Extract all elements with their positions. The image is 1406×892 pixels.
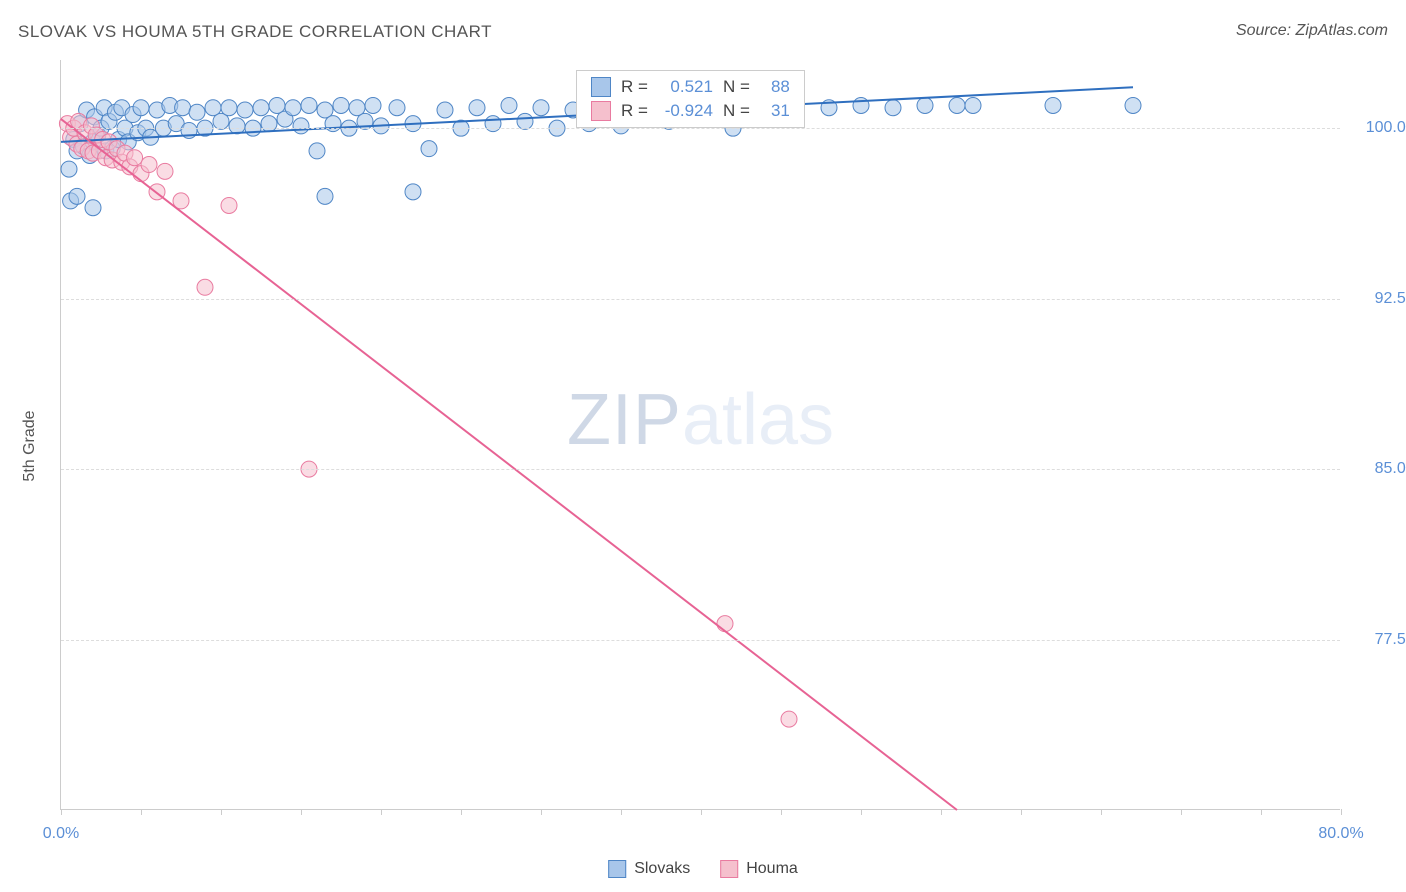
data-point <box>437 102 453 118</box>
x-tick-label: 80.0% <box>1318 825 1363 843</box>
y-tick-label: 85.0% <box>1350 460 1406 478</box>
x-tick <box>141 809 142 815</box>
stat-row: R = 0.521 N = 88 <box>591 77 790 97</box>
x-tick <box>701 809 702 815</box>
data-point <box>229 118 245 134</box>
x-tick <box>461 809 462 815</box>
data-point <box>421 141 437 157</box>
x-tick <box>621 809 622 815</box>
x-tick <box>1261 809 1262 815</box>
stat-r-label: R = <box>621 77 648 97</box>
data-point <box>309 143 325 159</box>
stat-row: R = -0.924 N = 31 <box>591 101 790 121</box>
data-point <box>365 97 381 113</box>
data-point <box>333 97 349 113</box>
data-point <box>253 100 269 116</box>
data-point <box>221 197 237 213</box>
data-point <box>533 100 549 116</box>
stat-r-value: 0.521 <box>658 77 713 97</box>
data-point <box>141 157 157 173</box>
data-point <box>189 104 205 120</box>
data-point <box>221 100 237 116</box>
legend-swatch <box>608 860 626 878</box>
data-point <box>485 116 501 132</box>
legend-item: Slovaks <box>608 860 690 878</box>
data-point <box>261 116 277 132</box>
plot-area: ZIPatlas R =0.521N =88R =-0.924N =31 77.… <box>60 60 1340 810</box>
x-tick <box>861 809 862 815</box>
y-tick-label: 100.0% <box>1350 119 1406 137</box>
gridline <box>61 469 1340 470</box>
data-point <box>85 200 101 216</box>
stat-n-label: N = <box>723 77 750 97</box>
data-point <box>157 163 173 179</box>
data-point <box>949 97 965 113</box>
data-point <box>293 118 309 134</box>
data-point <box>317 188 333 204</box>
x-tick <box>301 809 302 815</box>
x-tick <box>61 809 62 815</box>
data-point <box>133 100 149 116</box>
legend-swatch <box>720 860 738 878</box>
x-tick <box>1101 809 1102 815</box>
stat-box: R = 0.521 N = 88 R = -0.924 N = 31 <box>576 70 805 128</box>
data-point <box>61 161 77 177</box>
data-point <box>1125 97 1141 113</box>
data-point <box>717 616 733 632</box>
gridline <box>61 128 1340 129</box>
data-point <box>917 97 933 113</box>
data-point <box>965 97 981 113</box>
bottom-legend: Slovaks Houma <box>608 860 798 878</box>
trend-line <box>61 119 957 810</box>
legend-label: Houma <box>746 860 798 878</box>
y-tick-label: 92.5% <box>1350 290 1406 308</box>
data-point <box>781 711 797 727</box>
data-point <box>885 100 901 116</box>
y-axis-label: 5th Grade <box>21 410 39 481</box>
x-tick-label: 0.0% <box>43 825 79 843</box>
chart-container: SLOVAK VS HOUMA 5TH GRADE CORRELATION CH… <box>0 0 1406 892</box>
gridline <box>61 299 1340 300</box>
data-point <box>69 188 85 204</box>
stat-r-label: R = <box>621 101 648 121</box>
data-point <box>389 100 405 116</box>
source-attribution: Source: ZipAtlas.com <box>1236 22 1388 40</box>
x-tick <box>221 809 222 815</box>
stat-n-value: 31 <box>760 101 790 121</box>
data-point <box>1045 97 1061 113</box>
x-tick <box>1181 809 1182 815</box>
data-point <box>517 113 533 129</box>
data-point <box>285 100 301 116</box>
x-tick <box>381 809 382 815</box>
data-point <box>301 97 317 113</box>
stat-n-label: N = <box>723 101 750 121</box>
x-tick <box>1341 809 1342 815</box>
x-tick <box>1021 809 1022 815</box>
stat-swatch <box>591 101 611 121</box>
data-point <box>469 100 485 116</box>
x-tick <box>941 809 942 815</box>
x-tick <box>781 809 782 815</box>
data-point <box>197 279 213 295</box>
chart-title: SLOVAK VS HOUMA 5TH GRADE CORRELATION CH… <box>18 22 492 42</box>
data-point <box>237 102 253 118</box>
data-point <box>501 97 517 113</box>
data-point <box>127 150 143 166</box>
y-tick-label: 77.5% <box>1350 631 1406 649</box>
gridline <box>61 640 1340 641</box>
legend-item: Houma <box>720 860 798 878</box>
stat-r-value: -0.924 <box>658 101 713 121</box>
legend-label: Slovaks <box>634 860 690 878</box>
data-point <box>405 184 421 200</box>
stat-swatch <box>591 77 611 97</box>
plot-svg <box>61 60 1340 809</box>
x-tick <box>541 809 542 815</box>
data-point <box>175 100 191 116</box>
stat-n-value: 88 <box>760 77 790 97</box>
